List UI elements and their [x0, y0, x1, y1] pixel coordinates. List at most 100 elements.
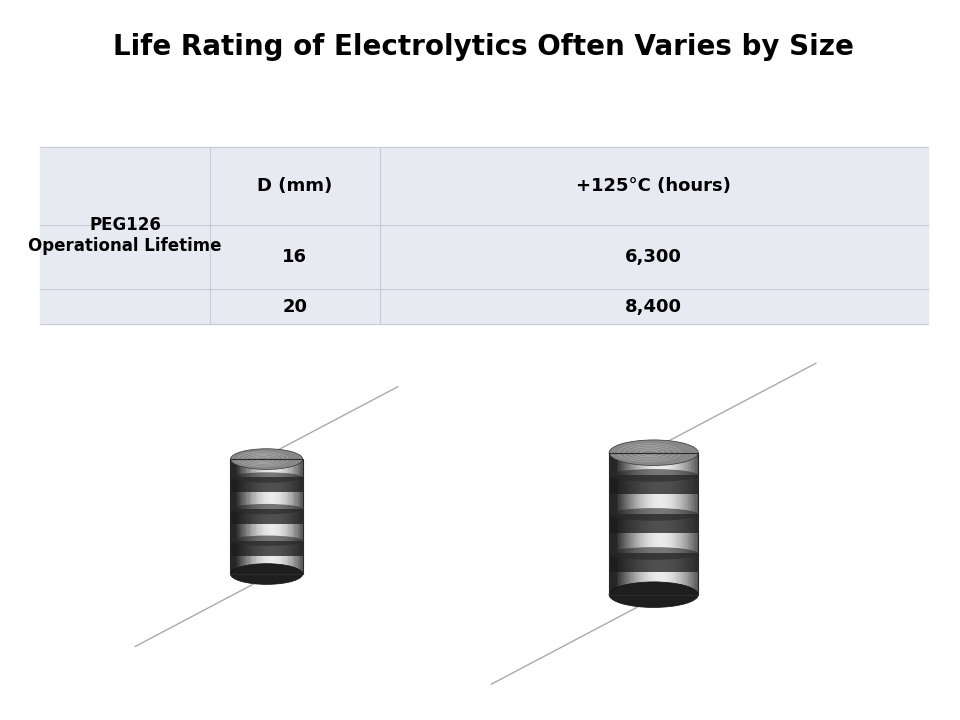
Polygon shape	[251, 459, 252, 574]
Polygon shape	[629, 453, 630, 595]
Polygon shape	[675, 453, 676, 595]
Polygon shape	[621, 453, 622, 595]
Polygon shape	[258, 459, 259, 574]
Polygon shape	[638, 453, 640, 595]
Polygon shape	[636, 453, 637, 595]
Polygon shape	[692, 453, 694, 595]
Polygon shape	[659, 453, 660, 595]
Polygon shape	[670, 453, 672, 595]
Polygon shape	[612, 453, 613, 595]
Ellipse shape	[609, 469, 698, 482]
Polygon shape	[291, 459, 292, 574]
Polygon shape	[241, 459, 243, 574]
Polygon shape	[268, 459, 269, 574]
Polygon shape	[301, 459, 302, 574]
Polygon shape	[276, 459, 277, 574]
Polygon shape	[649, 453, 651, 595]
Polygon shape	[281, 459, 282, 574]
Polygon shape	[672, 453, 673, 595]
Polygon shape	[270, 459, 272, 574]
Polygon shape	[240, 459, 241, 574]
Polygon shape	[243, 459, 244, 574]
Polygon shape	[283, 459, 284, 574]
Ellipse shape	[230, 564, 302, 585]
Polygon shape	[230, 459, 231, 574]
FancyBboxPatch shape	[40, 146, 927, 325]
Polygon shape	[643, 453, 645, 595]
Ellipse shape	[230, 504, 302, 514]
Polygon shape	[233, 459, 234, 574]
Polygon shape	[282, 459, 283, 574]
Polygon shape	[673, 453, 675, 595]
Polygon shape	[255, 459, 257, 574]
Polygon shape	[248, 459, 249, 574]
Polygon shape	[609, 515, 698, 533]
Polygon shape	[231, 459, 233, 574]
Polygon shape	[259, 459, 260, 574]
Ellipse shape	[230, 449, 302, 469]
Polygon shape	[279, 459, 281, 574]
Polygon shape	[664, 453, 665, 595]
Polygon shape	[234, 459, 235, 574]
Polygon shape	[611, 453, 612, 595]
Polygon shape	[262, 459, 263, 574]
Polygon shape	[684, 453, 686, 595]
Polygon shape	[637, 453, 638, 595]
Polygon shape	[245, 459, 246, 574]
Polygon shape	[668, 453, 670, 595]
Polygon shape	[694, 453, 695, 595]
Polygon shape	[625, 453, 627, 595]
Polygon shape	[265, 459, 267, 574]
Polygon shape	[616, 453, 618, 595]
Ellipse shape	[230, 472, 302, 482]
Polygon shape	[235, 459, 236, 574]
Polygon shape	[284, 459, 286, 574]
Polygon shape	[648, 453, 649, 595]
Polygon shape	[250, 459, 251, 574]
Ellipse shape	[609, 547, 698, 560]
Polygon shape	[688, 453, 689, 595]
Text: 8,400: 8,400	[625, 297, 683, 315]
Polygon shape	[239, 459, 240, 574]
Text: 6,300: 6,300	[625, 248, 683, 266]
Polygon shape	[678, 453, 679, 595]
Polygon shape	[665, 453, 667, 595]
Polygon shape	[277, 459, 278, 574]
Polygon shape	[236, 459, 238, 574]
Polygon shape	[627, 453, 629, 595]
Polygon shape	[633, 453, 635, 595]
Text: 16: 16	[282, 248, 307, 266]
Polygon shape	[679, 453, 681, 595]
Polygon shape	[273, 459, 274, 574]
Polygon shape	[286, 459, 287, 574]
Polygon shape	[288, 459, 290, 574]
Polygon shape	[296, 459, 297, 574]
Polygon shape	[654, 453, 655, 595]
Text: D (mm): D (mm)	[257, 176, 332, 194]
Polygon shape	[681, 453, 682, 595]
Polygon shape	[254, 459, 255, 574]
Ellipse shape	[609, 582, 698, 608]
Polygon shape	[230, 541, 302, 556]
Polygon shape	[645, 453, 646, 595]
Polygon shape	[263, 459, 264, 574]
Polygon shape	[278, 459, 279, 574]
Polygon shape	[230, 477, 302, 492]
Polygon shape	[652, 453, 654, 595]
Polygon shape	[622, 453, 624, 595]
Polygon shape	[655, 453, 657, 595]
Polygon shape	[618, 453, 619, 595]
Polygon shape	[697, 453, 698, 595]
Text: +125°C (hours): +125°C (hours)	[576, 176, 732, 194]
Polygon shape	[615, 453, 616, 595]
Polygon shape	[682, 453, 684, 595]
Polygon shape	[624, 453, 625, 595]
Polygon shape	[651, 453, 652, 595]
Polygon shape	[676, 453, 678, 595]
Polygon shape	[686, 453, 688, 595]
Polygon shape	[695, 453, 697, 595]
Polygon shape	[244, 459, 245, 574]
Polygon shape	[613, 453, 615, 595]
Polygon shape	[246, 459, 248, 574]
Polygon shape	[298, 459, 300, 574]
